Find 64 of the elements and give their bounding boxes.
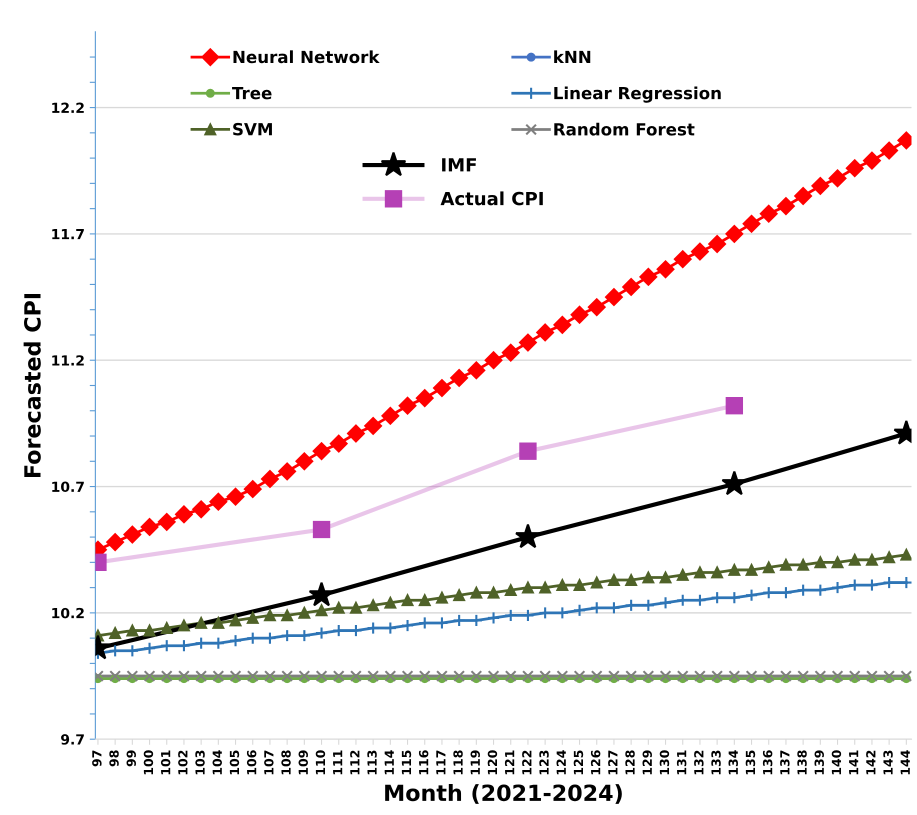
x-tick-label: 121 [504,750,514,774]
x-tick-label: 142 [866,750,876,774]
x-tick-label: 114 [384,750,394,774]
x-tick-label: 118 [453,750,463,774]
x-tick-label: 111 [333,750,342,774]
legend-label: Neural Network [234,50,380,64]
x-tick-label: 106 [246,750,256,774]
x-tick-label: 99 [126,750,136,766]
x-tick-label: 104 [212,750,222,774]
legend-label: IMF [442,158,476,172]
x-tick-label: 102 [178,750,188,774]
x-tick-label: 116 [418,750,428,774]
y-tick-label: 9.7 [61,734,84,745]
y-tick-label: 10.7 [52,482,84,492]
x-tick-label: 138 [797,750,807,774]
legend-label: kNN [554,50,590,63]
x-tick-label: 98 [109,750,119,766]
x-tick-label: 130 [660,750,670,774]
x-tick-label: 135 [746,750,756,774]
x-tick-label: 112 [350,750,360,774]
x-tick-label: 143 [883,750,893,774]
y-tick-label: 12.2 [52,102,84,113]
x-tick-label: 132 [694,750,704,774]
y-tick-label: 10.2 [52,608,84,618]
x-tick-label: 120 [488,750,498,774]
x-tick-label: 126 [590,750,600,774]
y-tick-label: 11.7 [52,229,84,240]
x-tick-label: 124 [556,750,566,774]
x-tick-label: 110 [316,750,326,774]
x-tick-label: 139 [814,750,824,774]
legend-label: Actual CPI [440,191,543,206]
x-tick-label: 108 [281,750,291,774]
x-tick-label: 123 [539,750,549,774]
x-tick-label: 101 [160,750,170,774]
x-tick-label: 100 [144,750,154,774]
x-tick-label: 113 [367,750,377,774]
x-tick-label: 133 [711,750,721,774]
legend-label: Linear Regression [554,86,721,103]
legend-label: Random Forest [554,122,694,136]
legend-label: Tree [232,86,272,100]
x-tick-label: 97 [92,750,102,766]
y-axis-title: Forecasted CPI [24,294,41,478]
x-tick-label: 131 [676,750,686,774]
x-tick-label: 125 [574,750,584,774]
x-tick-label: 140 [832,750,842,774]
x-tick-label: 144 [900,750,910,774]
x-tick-label: 129 [642,750,652,774]
x-tick-label: 105 [230,750,240,774]
x-tick-label: 137 [780,750,790,774]
x-tick-label: 141 [849,750,858,774]
x-tick-label: 122 [522,750,532,774]
x-tick-label: 109 [298,750,308,774]
x-axis-title: Month (2021-2024) [385,784,622,804]
x-tick-label: 115 [402,750,412,774]
x-tick-label: 107 [264,750,274,774]
x-tick-label: 136 [762,750,772,774]
x-tick-label: 103 [195,750,205,774]
x-tick-label: 128 [625,750,635,774]
x-tick-label: 127 [608,750,618,774]
legend-label: SVM [233,122,272,136]
x-tick-label: 119 [470,750,480,774]
x-tick-label: 117 [436,750,446,774]
x-tick-label: 134 [728,750,738,774]
y-tick-label: 11.2 [52,355,84,366]
